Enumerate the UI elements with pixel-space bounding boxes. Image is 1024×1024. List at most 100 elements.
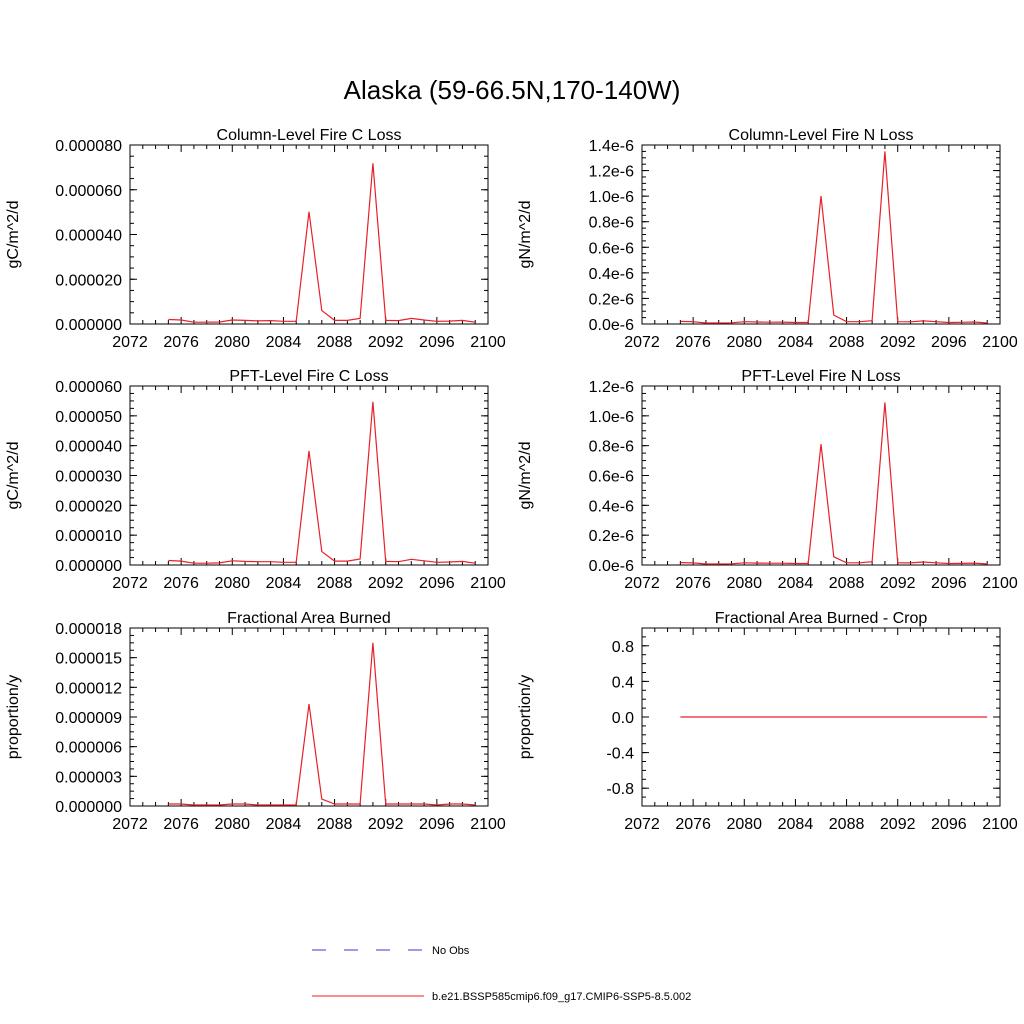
x-tick-label: 2084	[266, 334, 302, 351]
x-tick-label: 2076	[163, 334, 199, 351]
y-axis-label: gN/m^2/d	[517, 442, 534, 510]
x-tick-label: 2100	[982, 575, 1018, 592]
x-tick-label: 2096	[931, 575, 967, 592]
y-tick-label: 0.8e-6	[589, 215, 634, 232]
panel-5: Fractional Area Burned proportion/y 2072 20…	[5, 610, 506, 833]
x-tick-label: 2080	[214, 816, 250, 833]
plot-frame	[129, 144, 489, 325]
y-tick-label: 0.000000	[55, 317, 122, 334]
x-tick-label: 2072	[624, 575, 660, 592]
y-tick-label: 0.000000	[55, 799, 122, 816]
y-tick-label: 0.4e-6	[589, 266, 634, 283]
plot-frame	[129, 627, 489, 807]
y-tick-label: 0.000018	[55, 621, 122, 638]
x-tick-label: 2088	[829, 816, 865, 833]
panel-title: Column-Level Fire N Loss	[729, 127, 914, 144]
y-tick-label: 0.000000	[55, 558, 122, 575]
x-tick-label: 2080	[214, 575, 250, 592]
x-tick-label: 2072	[112, 334, 148, 351]
series-line-1	[168, 401, 476, 564]
y-axis-label: proportion/y	[517, 675, 534, 760]
y-axis-label: gN/m^2/d	[517, 201, 534, 269]
x-tick-label: 2088	[317, 575, 353, 592]
panel-4: PFT-Level Fire N Loss gN/m^2/d 2072 2076 208…	[517, 368, 1018, 592]
x-tick-label: 2100	[982, 334, 1018, 351]
y-tick-label: 0.000010	[55, 528, 122, 545]
x-tick-label: 2076	[675, 816, 711, 833]
y-tick-label: 0.000009	[55, 710, 122, 727]
y-tick-label: 0.000040	[55, 228, 122, 245]
x-tick-label: 2100	[470, 334, 506, 351]
y-axis-label: gC/m^2/d	[5, 442, 22, 510]
y-tick-label: -0.4	[606, 746, 634, 763]
x-tick-label: 2096	[419, 575, 455, 592]
panel-title: Fractional Area Burned	[227, 610, 391, 627]
x-tick-label: 2092	[880, 816, 916, 833]
panel-6: Fractional Area Burned - Crop proportion/…	[517, 610, 1018, 833]
panel-3: PFT-Level Fire C Loss gC/m^2/d 2072 2076 208…	[5, 368, 506, 592]
y-tick-label: 1.0e-6	[589, 409, 634, 426]
x-tick-label: 2092	[880, 334, 916, 351]
plot-frame	[641, 144, 1001, 325]
series-line-1	[168, 642, 476, 806]
panel-1: Column-Level Fire C Loss gC/m^2/d 2072 2076…	[5, 127, 506, 351]
x-tick-label: 2088	[317, 816, 353, 833]
y-tick-label: 1.4e-6	[589, 138, 634, 155]
x-tick-label: 2088	[317, 334, 353, 351]
y-tick-label: 0.0e-6	[589, 558, 634, 575]
x-tick-label: 2084	[778, 334, 814, 351]
panel-title: Column-Level Fire C Loss	[217, 127, 402, 144]
x-tick-label: 2084	[266, 575, 302, 592]
y-tick-label: 0.000012	[55, 680, 122, 697]
x-tick-label: 2096	[931, 816, 967, 833]
panel-title: Fractional Area Burned - Crop	[715, 610, 928, 627]
y-tick-label: 0.000080	[55, 138, 122, 155]
panel-title: PFT-Level Fire C Loss	[229, 368, 388, 385]
y-tick-label: 1.2e-6	[589, 164, 634, 181]
figure-title: Alaska (59-66.5N,170-140W)	[344, 75, 681, 105]
x-tick-label: 2096	[931, 334, 967, 351]
y-tick-label: 0.000003	[55, 769, 122, 786]
y-tick-label: 0.000040	[55, 439, 122, 456]
x-tick-label: 2072	[624, 816, 660, 833]
y-tick-label: 0.000015	[55, 651, 122, 668]
x-tick-label: 2088	[829, 334, 865, 351]
x-tick-label: 2084	[266, 816, 302, 833]
x-tick-label: 2080	[726, 334, 762, 351]
y-tick-label: 0.000006	[55, 740, 122, 757]
x-tick-label: 2072	[112, 575, 148, 592]
legend-label-1: No Obs	[432, 945, 470, 957]
y-tick-label: 0.000060	[55, 183, 122, 200]
x-tick-label: 2076	[163, 575, 199, 592]
panel-2: Column-Level Fire N Loss gN/m^2/d 2072 2076…	[517, 127, 1018, 351]
x-tick-label: 2084	[778, 575, 814, 592]
legend: No Obs b.e21.BSSP585cmip6.f09_g17.CMIP6-S…	[312, 945, 691, 1003]
x-tick-label: 2092	[368, 816, 404, 833]
plot-frame	[641, 385, 1001, 566]
plot-frame	[129, 385, 489, 566]
y-tick-label: -0.8	[606, 781, 634, 798]
y-tick-label: 0.0	[612, 710, 634, 727]
x-tick-label: 2092	[368, 334, 404, 351]
x-tick-label: 2092	[880, 575, 916, 592]
y-tick-label: 0.4e-6	[589, 498, 634, 515]
y-tick-label: 0.000060	[55, 379, 122, 396]
y-tick-label: 0.000030	[55, 469, 122, 486]
y-axis-label: proportion/y	[5, 675, 22, 760]
series-line-1	[680, 151, 988, 324]
x-tick-label: 2080	[214, 334, 250, 351]
x-tick-label: 2084	[778, 816, 814, 833]
y-tick-label: 0.4	[612, 674, 634, 691]
x-tick-label: 2096	[419, 334, 455, 351]
y-tick-label: 0.2e-6	[589, 291, 634, 308]
x-tick-label: 2088	[829, 575, 865, 592]
series-line-1	[680, 402, 988, 565]
y-tick-label: 1.2e-6	[589, 379, 634, 396]
panels: Column-Level Fire C Loss gC/m^2/d 2072 2076…	[5, 127, 1018, 833]
panel-title: PFT-Level Fire N Loss	[741, 368, 900, 385]
x-tick-label: 2076	[675, 334, 711, 351]
y-tick-label: 0.6e-6	[589, 240, 634, 257]
x-tick-label: 2096	[419, 816, 455, 833]
y-tick-label: 0.6e-6	[589, 469, 634, 486]
